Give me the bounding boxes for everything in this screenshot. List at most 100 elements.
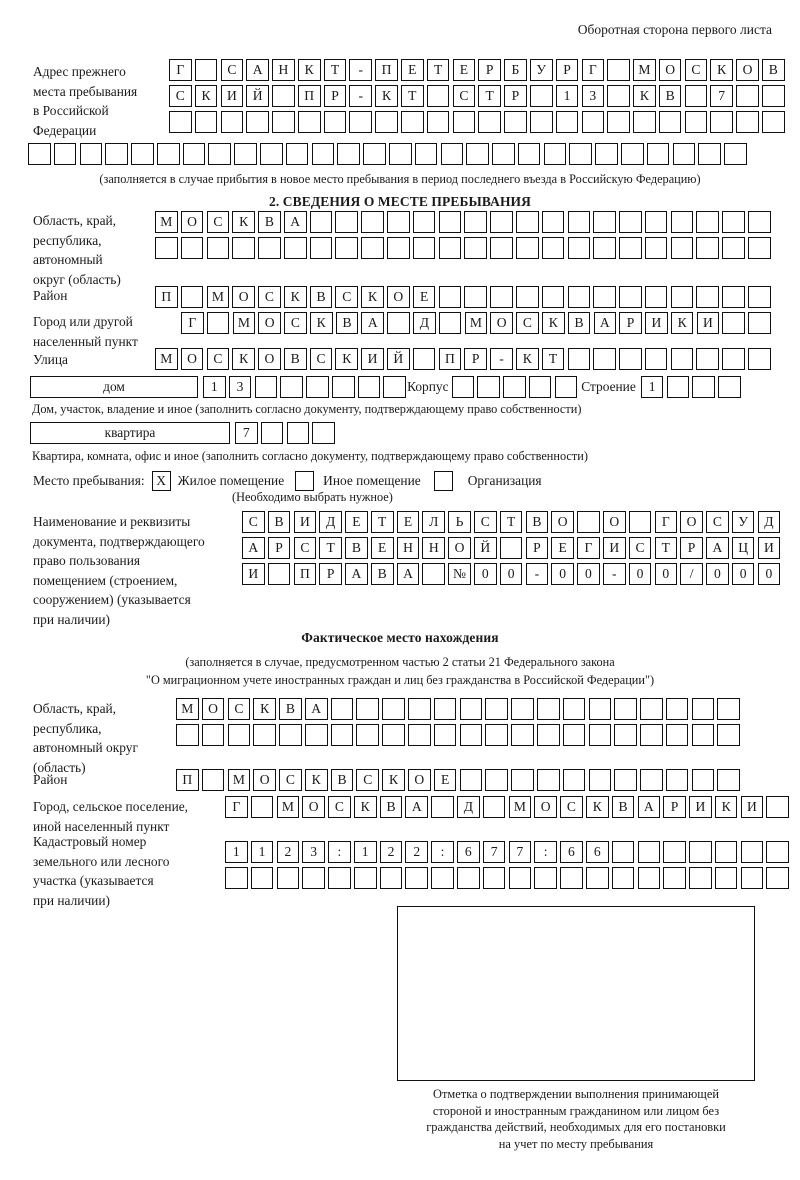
char-cell[interactable]: [761, 85, 785, 107]
char-cell[interactable]: К: [633, 85, 656, 107]
char-cell[interactable]: [541, 286, 565, 308]
char-cell[interactable]: А: [637, 796, 661, 818]
char-cell[interactable]: [593, 211, 616, 233]
char-cell[interactable]: О: [232, 286, 255, 308]
char-cell[interactable]: [696, 348, 719, 370]
char-cell[interactable]: [529, 85, 553, 107]
char-cell[interactable]: И: [757, 537, 781, 559]
char-cell[interactable]: Е: [452, 59, 476, 81]
char-cell[interactable]: М: [155, 348, 178, 370]
char-cell[interactable]: [607, 85, 630, 107]
char-cell[interactable]: [722, 286, 745, 308]
char-cell[interactable]: 6: [560, 841, 583, 863]
char-cell[interactable]: С: [258, 286, 281, 308]
char-cell[interactable]: [482, 867, 506, 889]
char-cell[interactable]: [330, 698, 354, 720]
char-cell[interactable]: 2: [276, 841, 300, 863]
char-cell[interactable]: [312, 422, 335, 444]
char-cell[interactable]: [541, 211, 565, 233]
char-cell[interactable]: О: [408, 769, 431, 791]
char-cell[interactable]: [588, 769, 612, 791]
char-cell[interactable]: [640, 769, 663, 791]
char-cell[interactable]: [356, 724, 380, 746]
char-cell[interactable]: [201, 724, 225, 746]
char-cell[interactable]: [640, 698, 663, 720]
char-cell[interactable]: В: [370, 563, 394, 585]
char-cell[interactable]: [131, 143, 154, 165]
char-cell[interactable]: 2: [405, 841, 429, 863]
char-cell[interactable]: [335, 237, 359, 259]
char-cell[interactable]: [503, 376, 526, 398]
char-cell[interactable]: [504, 111, 527, 133]
char-cell[interactable]: П: [297, 85, 321, 107]
char-cell[interactable]: [478, 111, 501, 133]
char-cell[interactable]: [283, 237, 307, 259]
char-cell[interactable]: 7: [710, 85, 733, 107]
char-cell[interactable]: М: [464, 312, 488, 334]
char-cell[interactable]: [361, 237, 384, 259]
char-cell[interactable]: [267, 563, 291, 585]
char-cell[interactable]: И: [602, 537, 626, 559]
char-cell[interactable]: С: [309, 348, 333, 370]
char-cell[interactable]: [562, 698, 586, 720]
char-cell[interactable]: [528, 376, 552, 398]
char-cell[interactable]: [250, 867, 274, 889]
char-cell[interactable]: [279, 724, 302, 746]
char-cell[interactable]: [670, 286, 694, 308]
char-cell[interactable]: [534, 867, 557, 889]
char-cell[interactable]: [581, 111, 605, 133]
char-cell[interactable]: Т: [323, 59, 347, 81]
char-cell[interactable]: О: [534, 796, 557, 818]
char-cell[interactable]: 3: [228, 376, 252, 398]
char-cell[interactable]: Т: [319, 537, 342, 559]
char-cell[interactable]: 1: [225, 841, 248, 863]
char-cell[interactable]: [431, 796, 454, 818]
char-cell[interactable]: [250, 796, 274, 818]
char-cell[interactable]: Л: [422, 511, 446, 533]
char-cell[interactable]: [379, 867, 403, 889]
char-cell[interactable]: 0: [577, 563, 600, 585]
char-cell[interactable]: [740, 841, 764, 863]
char-cell[interactable]: М: [206, 286, 230, 308]
char-cell[interactable]: [331, 376, 355, 398]
char-cell[interactable]: [388, 143, 412, 165]
char-cell[interactable]: [311, 143, 335, 165]
char-cell[interactable]: [485, 769, 508, 791]
char-cell[interactable]: [663, 841, 686, 863]
char-cell[interactable]: П: [438, 348, 462, 370]
char-cell[interactable]: Т: [370, 511, 394, 533]
char-cell[interactable]: [698, 143, 721, 165]
char-cell[interactable]: [577, 511, 600, 533]
char-cell[interactable]: [710, 111, 733, 133]
char-cell[interactable]: [640, 724, 663, 746]
char-cell[interactable]: Р: [267, 537, 291, 559]
char-cell[interactable]: [567, 286, 591, 308]
char-cell[interactable]: Й: [387, 348, 410, 370]
char-cell[interactable]: [644, 237, 668, 259]
char-cell[interactable]: 0: [551, 563, 574, 585]
char-cell[interactable]: С: [220, 59, 244, 81]
char-cell[interactable]: В: [267, 511, 291, 533]
char-cell[interactable]: /: [680, 563, 703, 585]
char-cell[interactable]: Г: [654, 511, 678, 533]
char-cell[interactable]: [684, 111, 708, 133]
char-cell[interactable]: [438, 286, 462, 308]
char-cell[interactable]: Р: [555, 59, 579, 81]
char-cell[interactable]: О: [490, 312, 513, 334]
char-cell[interactable]: П: [155, 286, 178, 308]
char-cell[interactable]: О: [180, 348, 204, 370]
char-cell[interactable]: [375, 111, 398, 133]
char-cell[interactable]: [611, 867, 635, 889]
char-cell[interactable]: [401, 111, 424, 133]
char-cell[interactable]: Е: [401, 59, 424, 81]
char-cell[interactable]: [644, 286, 668, 308]
char-cell[interactable]: 7: [482, 841, 506, 863]
char-cell[interactable]: С: [516, 312, 539, 334]
char-cell[interactable]: [414, 143, 438, 165]
char-cell[interactable]: [766, 867, 789, 889]
char-cell[interactable]: [714, 841, 738, 863]
char-cell[interactable]: В: [658, 85, 682, 107]
char-cell[interactable]: Г: [225, 796, 248, 818]
char-cell[interactable]: [227, 724, 251, 746]
char-cell[interactable]: [736, 85, 759, 107]
